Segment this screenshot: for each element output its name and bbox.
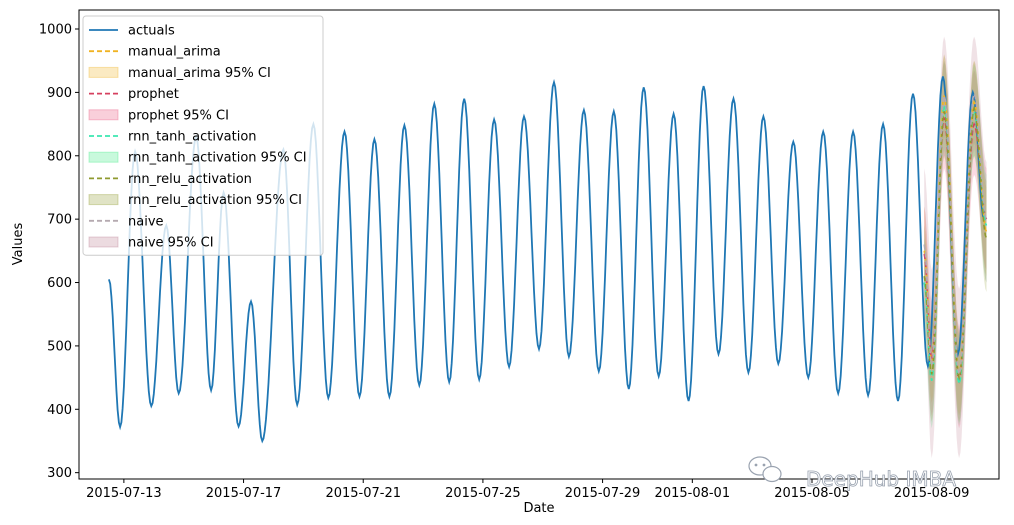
wechat-icon: [748, 456, 782, 483]
legend: actuals manual_arima manual_arima 95% CI pr…: [82, 15, 324, 256]
x-axis: 2015-07-13 2015-07-17 2015-07-21 2015-07-25…: [86, 479, 969, 501]
legend-entry: manual_arima 95% CI: [88, 66, 271, 81]
actuals-line: [108, 76, 985, 444]
legend-label: rnn_relu_activation: [128, 172, 252, 187]
manual-arima-95-ci-band: [924, 54, 987, 416]
legend-entry: rnn_relu_activation: [89, 172, 252, 187]
legend-entry: naive: [89, 214, 164, 229]
legend-swatch: [88, 194, 119, 206]
x-tick-label: 2015-08-05: [774, 486, 850, 501]
legend-swatch: [88, 236, 119, 248]
plot-frame: [78, 9, 1000, 480]
x-tick-label: 2015-07-21: [325, 486, 401, 501]
x-tick-label: 2015-07-29: [565, 486, 641, 501]
y-tick-label: 500: [47, 339, 72, 354]
watermark-text: DeepHub IMBA: [806, 467, 956, 491]
legend-swatch: [88, 109, 119, 121]
legend-swatch: [88, 151, 119, 163]
x-axis-title: Date: [523, 501, 554, 516]
legend-entry: rnn_tanh_activation: [89, 130, 257, 145]
y-axis: 300 400 500 600 700 800 900 1000: [39, 23, 79, 481]
legend-label: rnn_tanh_activation: [128, 130, 257, 145]
y-tick-label: 800: [47, 149, 72, 164]
naive-line: [923, 91, 988, 378]
y-tick-label: 300: [47, 466, 72, 481]
legend-label: naive: [128, 214, 164, 229]
legend-entry: rnn_relu_activation 95% CI: [88, 193, 302, 208]
y-tick-label: 900: [47, 86, 72, 101]
y-axis-title: Values: [11, 223, 26, 266]
legend-swatch: [88, 66, 119, 78]
legend-box: [82, 15, 324, 256]
y-tick-label: 700: [47, 213, 72, 228]
x-tick-label: 2015-07-13: [86, 486, 162, 501]
ci-bands: [924, 36, 987, 459]
legend-label: rnn_tanh_activation 95% CI: [128, 151, 307, 166]
y-tick-label: 400: [47, 403, 72, 418]
legend-entry: actuals: [89, 24, 175, 39]
legend-label: manual_arima 95% CI: [128, 66, 271, 81]
y-tick-label: 600: [47, 276, 72, 291]
naive-95-ci-band: [924, 36, 987, 459]
legend-label: prophet 95% CI: [128, 108, 229, 123]
x-tick-label: 2015-07-17: [206, 486, 282, 501]
x-tick-label: 2015-08-09: [894, 486, 970, 501]
legend-entry: prophet: [89, 87, 179, 102]
legend-entry: naive 95% CI: [88, 236, 214, 251]
legend-label: naive 95% CI: [128, 236, 214, 251]
legend-entry: rnn_tanh_activation 95% CI: [88, 151, 307, 166]
legend-label: actuals: [128, 24, 175, 39]
legend-entry: prophet 95% CI: [88, 108, 229, 123]
legend-label: prophet: [128, 87, 179, 102]
legend-label: manual_arima: [128, 45, 221, 60]
legend-label: rnn_relu_activation 95% CI: [128, 193, 302, 208]
rnn-relu-activation-line: [923, 105, 988, 381]
x-tick-label: 2015-08-01: [655, 486, 731, 501]
series-lines: [108, 76, 988, 444]
y-tick-label: 1000: [39, 23, 72, 38]
legend-entry: manual_arima: [89, 45, 221, 60]
watermark: DeepHub IMBA: [748, 456, 957, 491]
x-tick-label: 2015-07-25: [445, 486, 521, 501]
